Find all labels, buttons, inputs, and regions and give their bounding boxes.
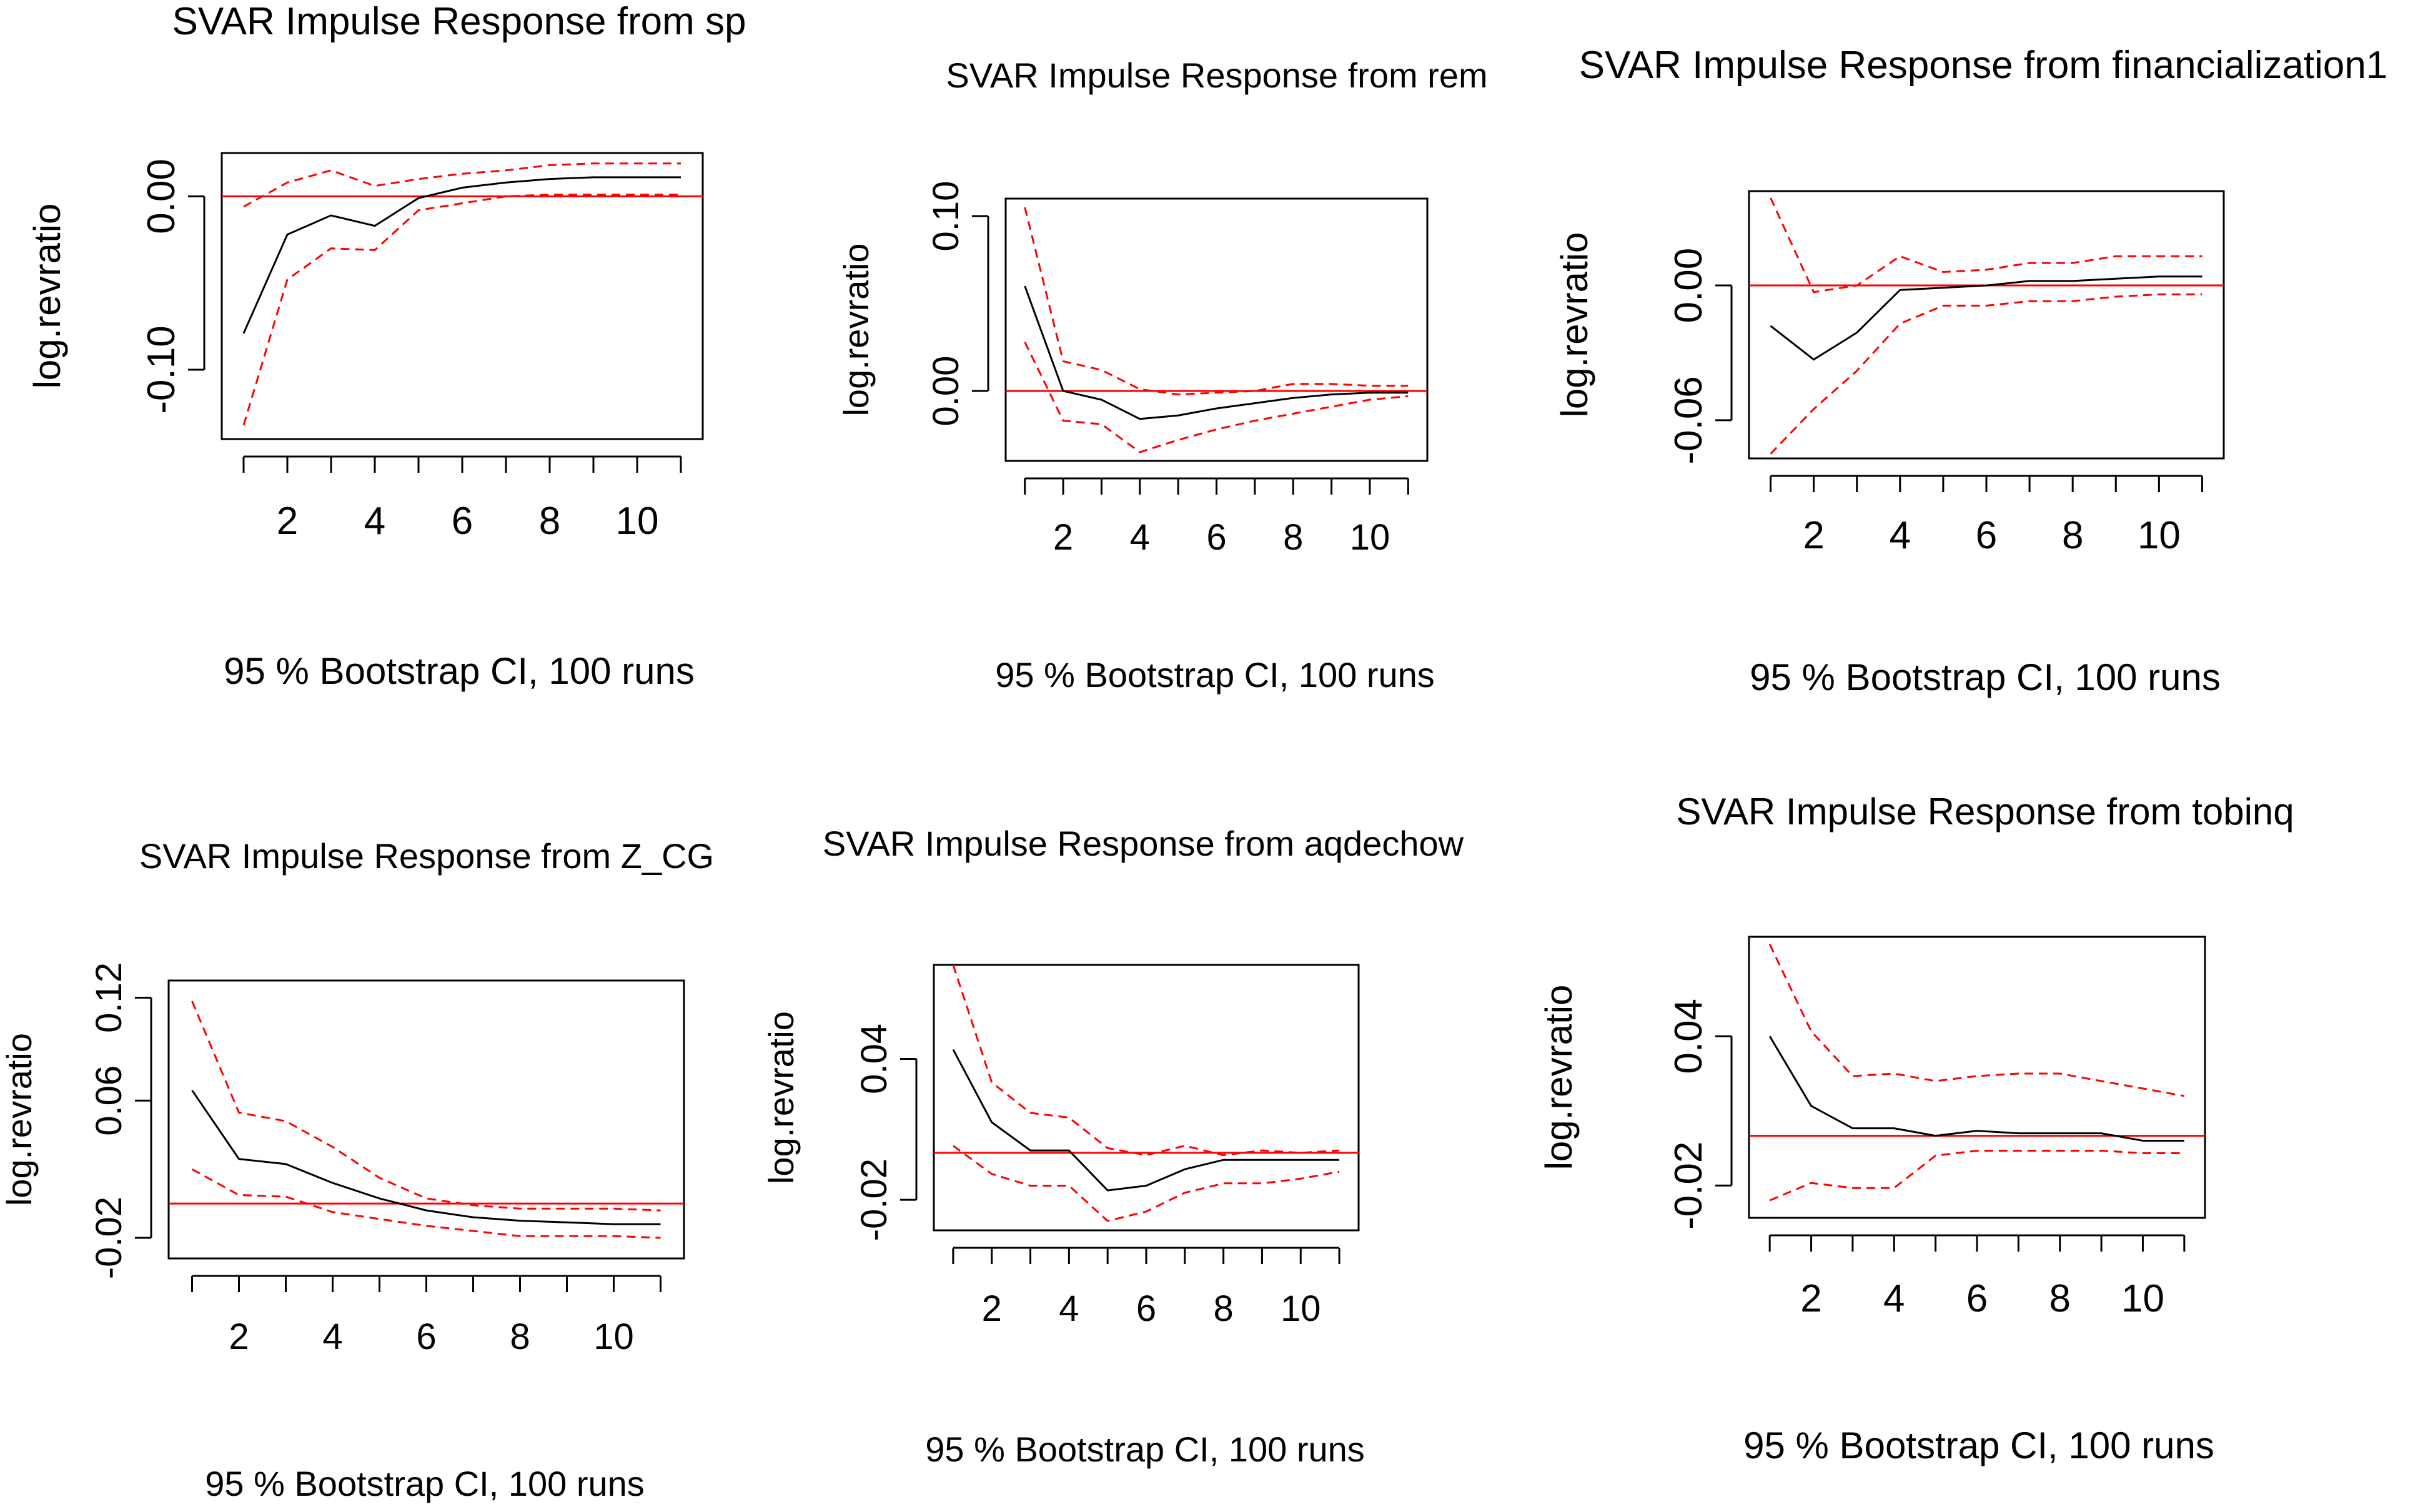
- impulse-response-line: [242, 176, 681, 334]
- x-tick-label: 6: [1966, 1277, 1988, 1320]
- impulse-response-line: [191, 1089, 661, 1225]
- y-tick-label: 0.10: [926, 181, 966, 252]
- impulse-response-line: [1768, 1035, 2184, 1142]
- plot-frame: [167, 979, 685, 1260]
- y-axis-label: log.revratio: [836, 243, 876, 416]
- x-tick-label: 8: [1214, 1288, 1234, 1329]
- x-tick-label: 4: [1059, 1288, 1079, 1329]
- y-tick-label: 0.06: [89, 1065, 129, 1136]
- x-tick-label: 10: [2121, 1277, 2164, 1320]
- chart-title: SVAR Impulse Response from sp: [172, 0, 746, 43]
- y-tick-label: 0.00: [926, 356, 966, 427]
- x-tick-label: 6: [1206, 517, 1226, 558]
- x-tick-label: 4: [1883, 1277, 1905, 1320]
- ci-upper-line: [1024, 207, 1409, 396]
- x-tick-label: 2: [1800, 1277, 1821, 1320]
- chart-title: SVAR Impulse Response from Z_CG: [139, 836, 714, 876]
- chart-title: SVAR Impulse Response from financializat…: [1579, 44, 2388, 87]
- x-tick-label: 6: [452, 500, 473, 543]
- y-axis-label: log.revratio: [26, 204, 68, 389]
- x-tick-label: 4: [364, 500, 385, 543]
- x-tick-label: 2: [1803, 514, 1824, 557]
- x-tick-label: 10: [616, 500, 659, 543]
- ci-lower-line: [1769, 1150, 2184, 1202]
- ci-upper-line: [952, 964, 1340, 1157]
- x-tick-label: 10: [1350, 517, 1390, 558]
- x-axis-caption: 95 % Bootstrap CI, 100 runs: [205, 1464, 645, 1503]
- y-tick-label: -0.06: [1667, 376, 1710, 464]
- chart-panel-5: SVAR Impulse Response from aqdechow log.r…: [761, 824, 1464, 1469]
- y-axis-label: log.revratio: [761, 1011, 801, 1184]
- chart-panel-4: SVAR Impulse Response from Z_CG log.revra…: [0, 836, 714, 1503]
- ci-upper-line: [243, 162, 681, 208]
- chart-title: SVAR Impulse Response from tobinq: [1676, 791, 2294, 833]
- x-tick-label: 6: [1136, 1288, 1156, 1329]
- y-tick-label: 0.00: [1667, 248, 1710, 324]
- x-axis-caption: 95 % Bootstrap CI, 100 runs: [925, 1430, 1365, 1469]
- x-tick-label: 8: [2049, 1277, 2070, 1320]
- ci-upper-line: [1768, 944, 2185, 1097]
- y-tick-label: 0.00: [140, 159, 183, 234]
- x-tick-label: 8: [539, 500, 560, 543]
- x-axis-caption: 95 % Bootstrap CI, 100 runs: [224, 650, 695, 692]
- chart-panel-3: SVAR Impulse Response from financializat…: [1553, 44, 2387, 698]
- x-tick-label: 2: [1053, 517, 1073, 558]
- impulse-response-line: [1024, 285, 1409, 420]
- chart-title: SVAR Impulse Response from rem: [946, 56, 1487, 95]
- x-tick-label: 10: [1281, 1288, 1321, 1329]
- ci-lower-line: [1770, 293, 2202, 455]
- plot-frame: [1748, 936, 2206, 1219]
- plot-frame: [220, 152, 704, 440]
- chart-panel-6: SVAR Impulse Response from tobinq log.rev…: [1538, 791, 2294, 1466]
- ci-lower-line: [953, 1145, 1340, 1222]
- impulse-response-line: [952, 1049, 1340, 1192]
- y-tick-label: -0.02: [89, 1197, 129, 1279]
- x-tick-label: 6: [1976, 514, 1997, 557]
- y-tick-label: -0.02: [854, 1159, 894, 1241]
- y-tick-label: 0.04: [1667, 999, 1710, 1074]
- x-axis-caption: 95 % Bootstrap CI, 100 runs: [995, 655, 1435, 694]
- x-tick-label: 8: [2062, 514, 2083, 557]
- y-tick-label: 0.12: [89, 962, 129, 1033]
- plot-frame: [933, 964, 1360, 1232]
- plot-frame: [1004, 197, 1429, 462]
- y-axis-label: log.revratio: [1538, 985, 1580, 1170]
- x-tick-label: 8: [1283, 517, 1303, 558]
- ci-upper-line: [1770, 197, 2202, 294]
- x-tick-label: 4: [322, 1317, 342, 1357]
- plot-frame: [1748, 190, 2225, 460]
- x-tick-label: 10: [593, 1317, 634, 1357]
- x-tick-label: 4: [1890, 514, 1911, 557]
- x-axis-caption: 95 % Bootstrap CI, 100 runs: [1743, 1425, 2214, 1466]
- ci-lower-line: [191, 1168, 661, 1239]
- ci-lower-line: [242, 194, 681, 426]
- chart-title: SVAR Impulse Response from aqdechow: [823, 824, 1464, 863]
- x-axis-caption: 95 % Bootstrap CI, 100 runs: [1750, 656, 2221, 698]
- x-tick-label: 2: [277, 500, 298, 543]
- impulse-response-line: [1770, 275, 2202, 361]
- x-tick-label: 4: [1130, 517, 1150, 558]
- chart-panel-1: SVAR Impulse Response from sp log.revrati…: [26, 0, 746, 692]
- x-tick-label: 8: [510, 1317, 530, 1357]
- y-tick-label: -0.10: [140, 325, 183, 413]
- x-tick-label: 10: [2138, 514, 2181, 557]
- y-axis-label: log.revratio: [1553, 232, 1595, 418]
- x-tick-label: 6: [416, 1317, 436, 1357]
- y-tick-label: -0.02: [1667, 1142, 1710, 1230]
- y-axis-label: log.revratio: [0, 1033, 39, 1206]
- y-tick-label: 0.04: [854, 1024, 894, 1094]
- chart-panel-2: SVAR Impulse Response from rem log.revrat…: [836, 56, 1488, 694]
- x-tick-label: 2: [229, 1317, 249, 1357]
- x-tick-label: 2: [982, 1288, 1002, 1329]
